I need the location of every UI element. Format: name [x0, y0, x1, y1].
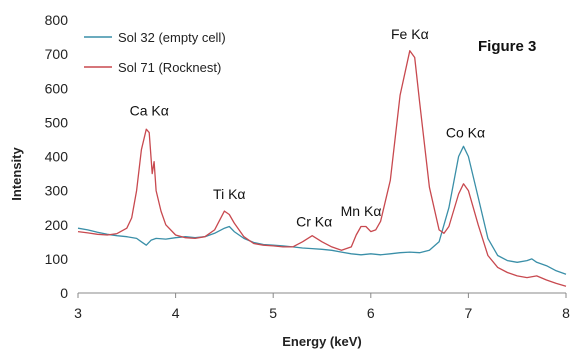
figure-label: Figure 3 — [478, 38, 536, 55]
legend-label: Sol 32 (empty cell) — [118, 30, 226, 45]
axes: 0 100 200 300 400 500 600 700 800 3 4 5 6 7 8 — [45, 12, 570, 321]
x-axis-title: Energy (keV) — [282, 334, 361, 349]
peak-annotations: Ca Kα Ti Kα Cr Kα Mn Kα Fe Kα Co Kα — [130, 26, 485, 230]
y-tick-label: 200 — [45, 217, 69, 233]
x-tick-label: 5 — [269, 305, 277, 321]
x-tick-label: 4 — [172, 305, 180, 321]
peak-label: Co Kα — [446, 125, 485, 141]
peak-label: Ti Kα — [213, 186, 245, 202]
series-layer — [77, 50, 567, 287]
peak-label: Mn Kα — [341, 203, 382, 219]
y-axis-title: Intensity — [9, 147, 24, 201]
x-tick-label: 3 — [74, 305, 82, 321]
y-tick-label: 600 — [45, 80, 69, 96]
y-tick-label: 700 — [45, 46, 69, 62]
y-tick-label: 100 — [45, 251, 69, 267]
peak-label: Fe Kα — [391, 26, 429, 42]
legend: Sol 32 (empty cell) Sol 71 (Rocknest) — [84, 30, 226, 75]
y-tick-label: 0 — [60, 285, 68, 301]
legend-label: Sol 71 (Rocknest) — [118, 60, 221, 75]
x-tick-label: 8 — [562, 305, 570, 321]
y-tick-label: 800 — [45, 12, 69, 28]
x-tick-label: 6 — [367, 305, 375, 321]
peak-label: Ca Kα — [130, 103, 169, 119]
x-tick-label: 7 — [465, 305, 473, 321]
y-tick-label: 300 — [45, 183, 69, 199]
series-line-1 — [77, 145, 567, 275]
y-tick-label: 500 — [45, 114, 69, 130]
series-line-2 — [77, 50, 567, 287]
y-tick-label: 400 — [45, 149, 69, 165]
peak-label: Cr Kα — [296, 213, 332, 229]
